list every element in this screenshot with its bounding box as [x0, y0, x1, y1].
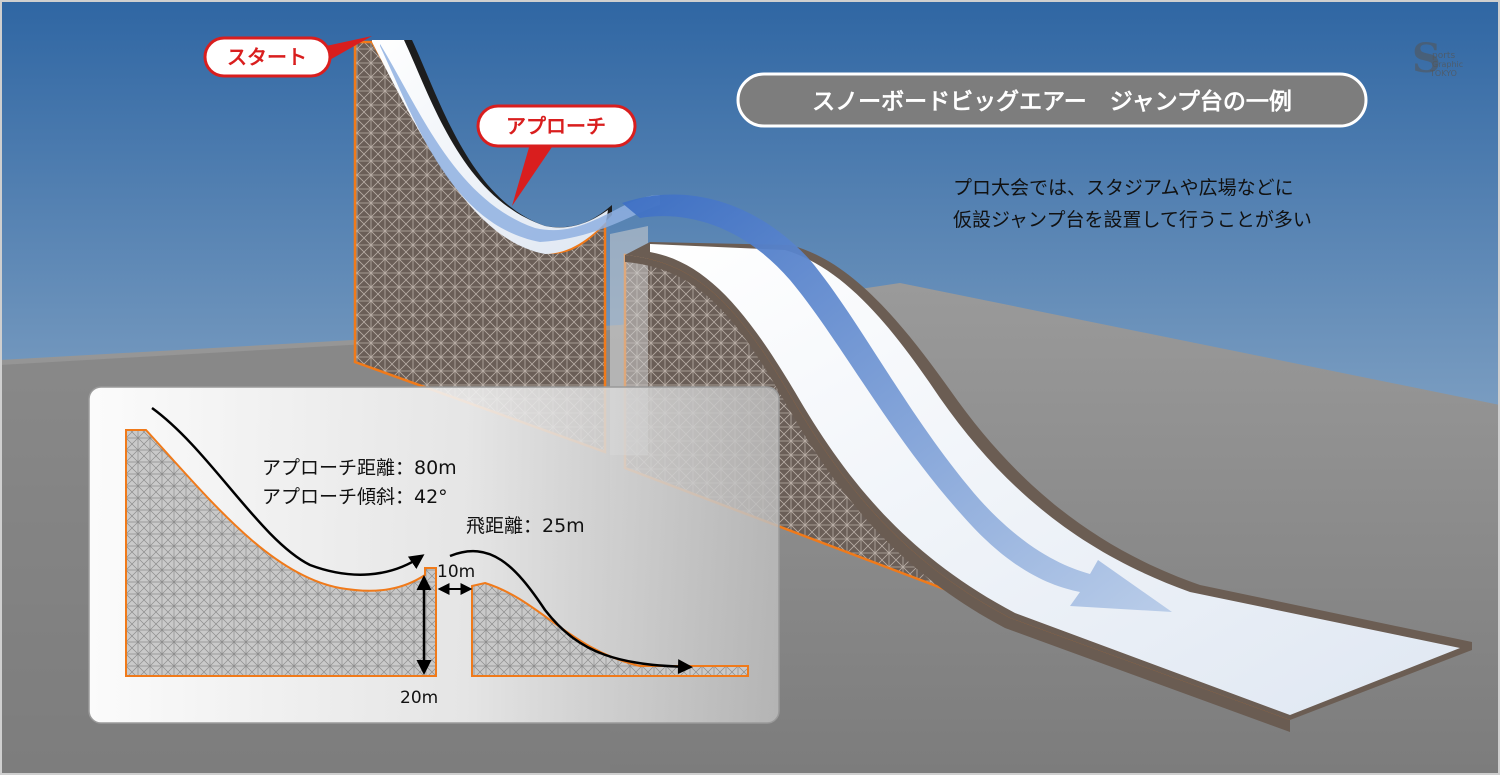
approach-slope: アプローチ傾斜：42° — [262, 486, 448, 508]
svg-text:TOKYO: TOKYO — [1429, 69, 1457, 78]
approach-label: アプローチ — [506, 114, 606, 138]
approach-track-edge — [372, 40, 612, 254]
svg-text:Graphic: Graphic — [1432, 60, 1463, 69]
start-callout: スタート — [203, 36, 372, 78]
inset-flight-path — [449, 550, 693, 675]
height-label: 20m — [400, 688, 438, 708]
flight-arrow — [622, 194, 1172, 612]
approach-callout: アプローチ — [476, 104, 637, 206]
approach-distance: アプローチ距離：80m — [262, 457, 457, 479]
description-line-1: プロ大会では、スタジアムや広場などに — [953, 177, 1294, 199]
title-pill: スノーボードビッグエアー ジャンプ台の一例 — [736, 72, 1368, 128]
spec-inset: アプローチ距離：80m アプローチ傾斜：42° 飛距離：25m 10m 20m — [88, 386, 780, 724]
inset-landing-ramp — [471, 581, 749, 677]
svg-text:ports: ports — [1432, 51, 1455, 61]
description-line-2: 仮設ジャンプ台を設置して行うことが多い — [953, 209, 1312, 231]
start-label: スタート — [227, 45, 307, 69]
page-title: スノーボードビッグエアー ジャンプ台の一例 — [812, 88, 1292, 115]
svg-text:S: S — [1412, 35, 1441, 82]
gap-label: 10m — [437, 562, 475, 582]
approach-flow-arrow — [380, 44, 660, 242]
inset-approach-path — [151, 406, 425, 576]
flight-distance: 飛距離：25m — [466, 515, 585, 537]
logo: S ports Graphic TOKYO — [1412, 35, 1463, 82]
